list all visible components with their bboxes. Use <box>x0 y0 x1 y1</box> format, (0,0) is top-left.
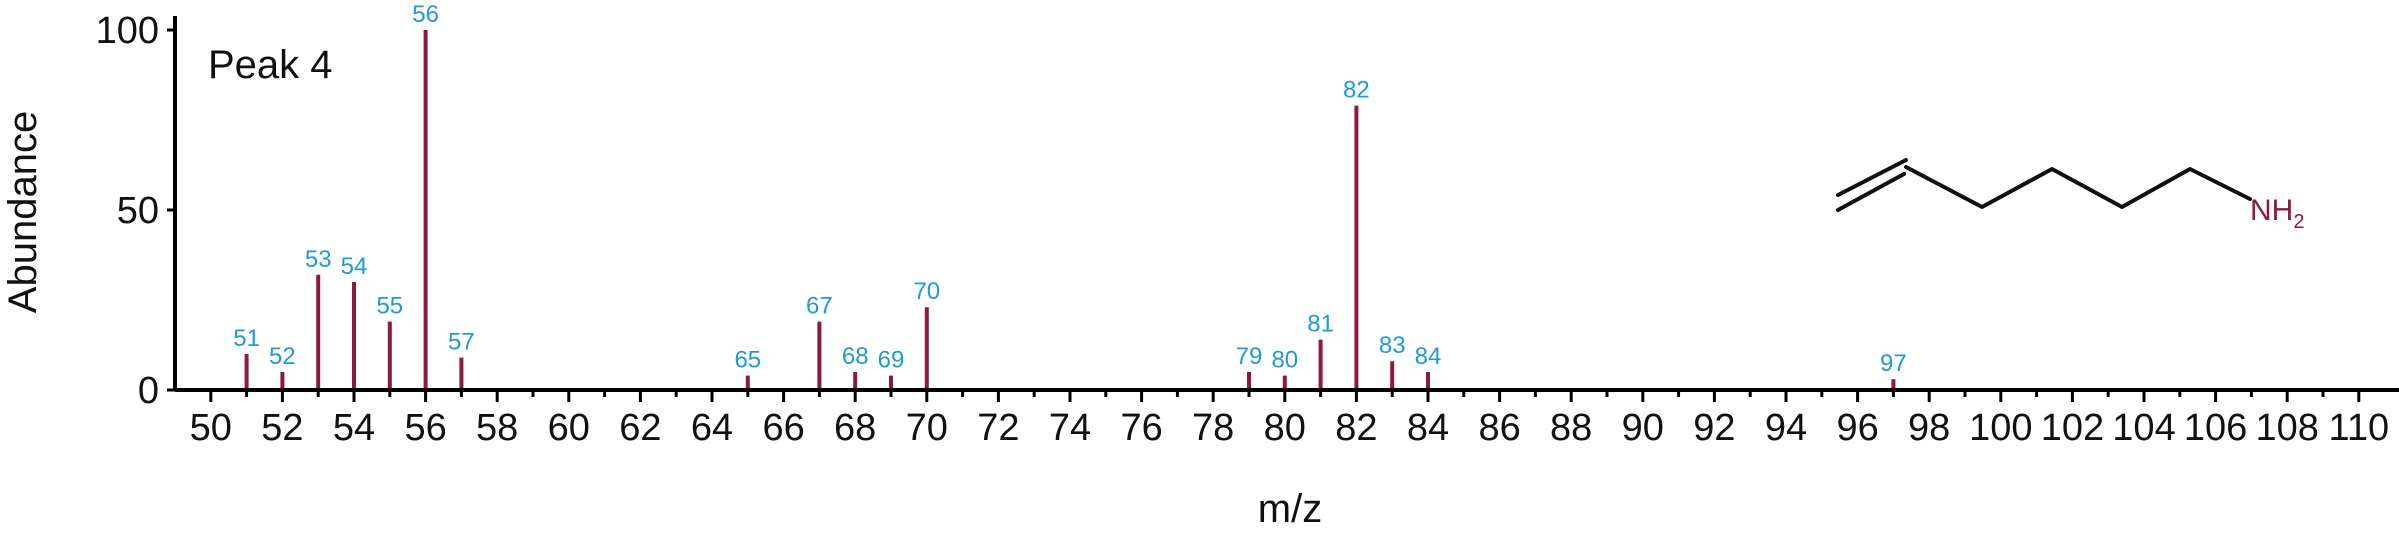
x-tick-label: 66 <box>762 407 804 449</box>
peak-label: 79 <box>1236 343 1263 370</box>
x-tick-label: 78 <box>1192 407 1234 449</box>
amine-subscript: 2 <box>2293 211 2304 233</box>
x-tick-label: 84 <box>1407 407 1449 449</box>
x-tick-label: 92 <box>1693 407 1735 449</box>
x-tick-label: 58 <box>476 407 518 449</box>
peak-label: 54 <box>341 253 368 280</box>
x-tick-label: 74 <box>1049 407 1091 449</box>
x-tick-label: 80 <box>1264 407 1306 449</box>
x-tick-label: 86 <box>1478 407 1520 449</box>
x-tick-label: 98 <box>1908 407 1950 449</box>
x-tick-label: 54 <box>333 407 375 449</box>
x-tick-label: 90 <box>1622 407 1664 449</box>
x-axis-title: m/z <box>1258 487 1322 531</box>
peak-label: 55 <box>376 293 403 320</box>
peak-label: 67 <box>806 293 833 320</box>
chart-axes: 50 52 54 56 58 60 62 64 66 68 70 72 74 76 78 80 82 84 86 88… <box>96 10 2399 449</box>
peak-label: 82 <box>1343 77 1370 104</box>
peak-label: 51 <box>233 325 260 352</box>
amine-label: NH2 <box>2250 194 2304 233</box>
peak-label: 68 <box>842 343 869 370</box>
peak-label: 70 <box>913 278 940 305</box>
hexenylamine-structure: NH2 <box>1836 158 2304 233</box>
double-bond-outer <box>1836 158 1908 197</box>
x-tick-label: 72 <box>977 407 1019 449</box>
peak-label: 57 <box>448 329 475 356</box>
x-tick-label: 96 <box>1836 407 1878 449</box>
x-tick-label: 56 <box>404 407 446 449</box>
x-tick-label: 62 <box>619 407 661 449</box>
x-tick-label: 70 <box>906 407 948 449</box>
peak-label: 83 <box>1379 332 1406 359</box>
y-axis-title: Abundance <box>1 111 45 313</box>
peak-label: 69 <box>878 347 905 374</box>
carbon-chain <box>1904 165 2252 209</box>
x-tick-label: 108 <box>2255 407 2318 449</box>
peak-label: 65 <box>734 347 761 374</box>
peak-label: 81 <box>1307 311 1334 338</box>
x-tick-label: 60 <box>548 407 590 449</box>
x-tick-label: 64 <box>691 407 733 449</box>
y-tick-label: 50 <box>117 190 159 232</box>
chart-title: Peak 4 <box>208 43 333 87</box>
x-tick-label: 68 <box>834 407 876 449</box>
amine-nh: NH <box>2250 194 2293 227</box>
peak-label: 84 <box>1415 343 1442 370</box>
y-tick-label: 100 <box>96 10 159 52</box>
x-tick-label: 102 <box>2041 407 2104 449</box>
x-tick-label: 94 <box>1765 407 1807 449</box>
x-tick-label: 100 <box>1969 407 2032 449</box>
x-tick-label: 82 <box>1335 407 1377 449</box>
chart-marks: 51 52 53 54 55 56 57 65 67 68 69 70 79 80 81 82 83 84 97 <box>233 1 1907 390</box>
y-tick-label: 0 <box>138 370 159 412</box>
x-tick-label: 50 <box>190 407 232 449</box>
x-tick-label: 106 <box>2184 407 2247 449</box>
x-tick-label: 88 <box>1550 407 1592 449</box>
peak-label: 53 <box>305 246 332 273</box>
x-tick-label: 110 <box>2329 407 2390 449</box>
x-tick-label: 52 <box>261 407 303 449</box>
peak-label: 97 <box>1880 350 1907 377</box>
x-tick-label: 104 <box>2112 407 2175 449</box>
peak-label: 52 <box>269 343 296 370</box>
peak-label: 80 <box>1271 347 1298 374</box>
x-tick-label: 76 <box>1120 407 1162 449</box>
double-bond-inner <box>1836 172 1906 212</box>
peak-label: 56 <box>412 1 439 28</box>
